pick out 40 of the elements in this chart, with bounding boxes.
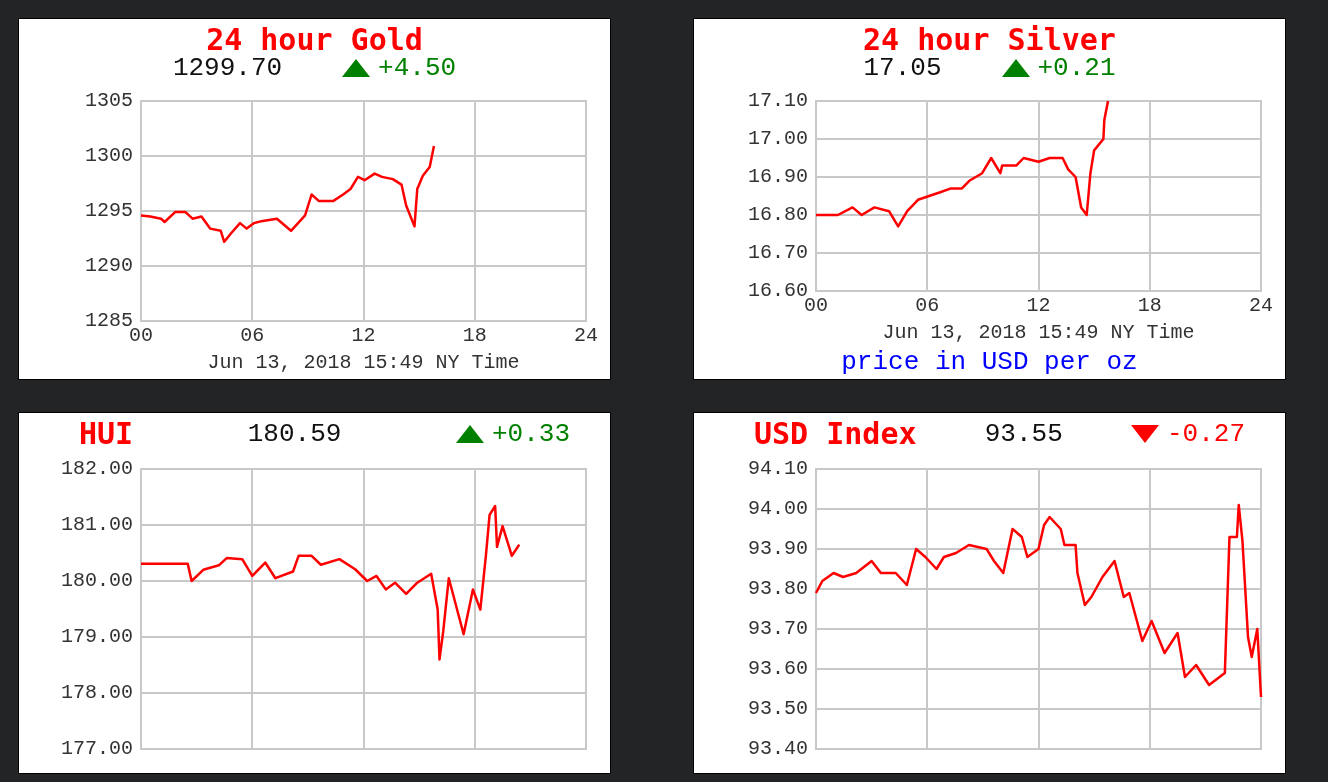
text: +0.33 [491,419,570,449]
chart-title: USD Index [754,416,917,451]
x-tick-label: 12 [351,324,376,348]
text: -0.27 [1166,419,1245,449]
y-tick-label: 94.00 [747,497,808,521]
y-tick-label: 93.80 [747,577,808,601]
chart-subtitle: 93.55 [984,419,1063,449]
y-tick-label: 93.70 [747,617,808,641]
x-tick-label: 06 [240,324,265,348]
y-tick-label: 1305 [84,89,133,113]
y-tick-label: 16.70 [747,241,808,265]
text: price in USD per oz [840,347,1139,377]
y-tick-label: 93.50 [747,697,808,721]
x-tick-label: 12 [1026,294,1051,318]
y-tick-label: 1300 [84,144,133,168]
y-tick-label: 93.60 [747,657,808,681]
y-tick-label: 177.00 [60,737,133,761]
x-tick-label: 24 [1248,294,1274,318]
x-tick-label: 24 [573,324,599,348]
x-axis-title: Jun 13, 2018 15:49 NY Time [207,351,520,375]
y-tick-label: 93.40 [747,737,808,761]
y-tick-label: 17.00 [747,127,808,151]
chart-title: HUI [79,416,134,451]
y-tick-label: 182.00 [60,457,133,481]
y-tick-label: 1295 [84,199,133,223]
y-tick-label: 17.10 [747,89,808,113]
x-tick-label: 18 [462,324,487,348]
x-axis-title: Jun 13, 2018 15:49 NY Time [882,321,1195,345]
y-tick-label: 93.90 [747,537,808,561]
y-tick-label: 179.00 [60,625,133,649]
y-tick-label: 16.90 [747,165,808,189]
y-tick-label: 180.00 [60,569,133,593]
y-tick-label: 94.10 [747,457,808,481]
y-tick-label: 1290 [84,254,133,278]
x-tick-label: 18 [1137,294,1162,318]
chart-subtitle: 180.59 [247,419,342,449]
y-tick-label: 16.80 [747,203,808,227]
x-tick-label: 06 [915,294,940,318]
y-tick-label: 178.00 [60,681,133,705]
y-tick-label: 181.00 [60,513,133,537]
